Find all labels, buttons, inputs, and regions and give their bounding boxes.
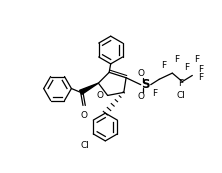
Polygon shape bbox=[80, 83, 98, 94]
Text: S: S bbox=[141, 78, 150, 91]
Text: Cl: Cl bbox=[81, 141, 90, 150]
Text: F: F bbox=[174, 55, 179, 64]
Text: F: F bbox=[198, 65, 204, 74]
Text: O: O bbox=[138, 69, 145, 78]
Text: F: F bbox=[198, 73, 204, 82]
Text: O: O bbox=[80, 111, 87, 120]
Text: F: F bbox=[184, 63, 189, 72]
Text: O: O bbox=[97, 91, 104, 100]
Text: F: F bbox=[153, 89, 158, 98]
Text: F: F bbox=[194, 55, 199, 64]
Text: F: F bbox=[178, 79, 184, 88]
Text: Cl: Cl bbox=[176, 91, 185, 100]
Text: F: F bbox=[161, 61, 166, 70]
Text: O: O bbox=[138, 92, 145, 101]
